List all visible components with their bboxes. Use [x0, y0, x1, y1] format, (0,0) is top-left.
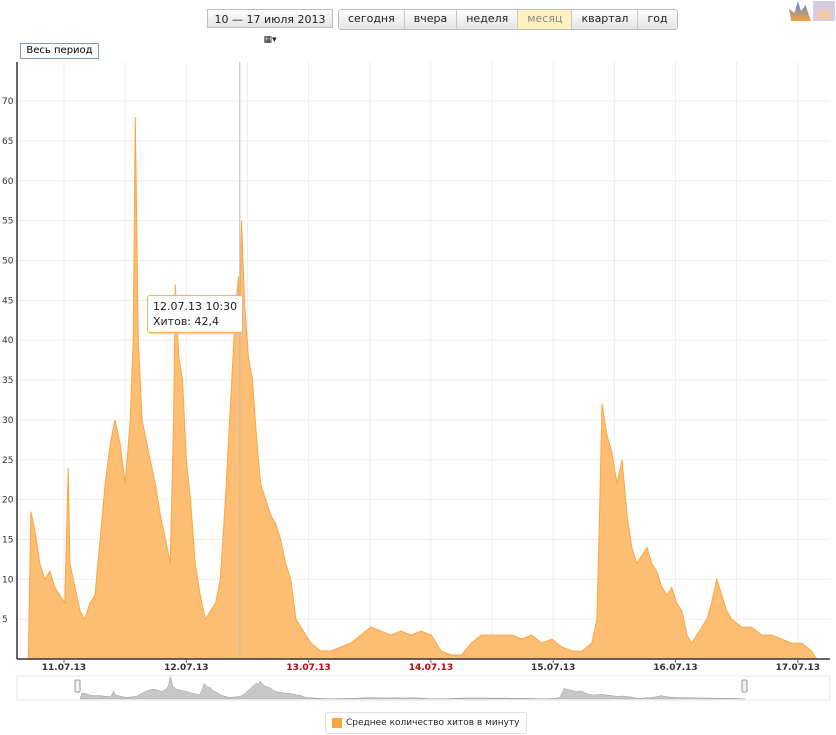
legend-swatch: [332, 718, 342, 728]
legend-item[interactable]: Среднее количество хитов в минуту: [325, 712, 527, 734]
period-button-4[interactable]: квартал: [572, 10, 639, 29]
y-tick-label: 10: [2, 575, 14, 585]
x-tick-label: 16.07.13: [653, 663, 697, 673]
legend-label: Среднее количество хитов в минуту: [346, 718, 520, 728]
y-tick-label: 35: [2, 376, 13, 386]
y-tick-label: 55: [2, 217, 13, 227]
y-tick-label: 70: [2, 97, 14, 107]
x-tick-label: 15.07.13: [531, 663, 575, 673]
y-tick-label: 20: [2, 496, 14, 506]
period-button-1[interactable]: вчера: [404, 10, 458, 29]
y-tick-label: 5: [2, 615, 8, 625]
y-tick-label: 15: [2, 535, 13, 545]
y-tick-label: 65: [2, 137, 13, 147]
y-tick-label: 50: [2, 257, 14, 267]
period-button-2[interactable]: неделя: [457, 10, 519, 29]
all-period-button[interactable]: Весь период: [20, 43, 99, 59]
period-button-5[interactable]: год: [638, 10, 677, 29]
x-tick-label: 17.07.13: [776, 663, 820, 673]
navigator-handle-right[interactable]: [741, 679, 748, 693]
navigator-handle-left[interactable]: [74, 679, 81, 693]
fire-outline-icon[interactable]: [813, 1, 835, 21]
y-tick-label: 30: [2, 416, 14, 426]
y-tick-label: 45: [2, 296, 13, 306]
navigator-series: [79, 676, 746, 700]
period-button-3[interactable]: месяц: [518, 10, 573, 29]
tooltip: 12.07.13 10:30 Хитов: 42,4: [147, 295, 244, 333]
x-tick-label: 12.07.13: [164, 663, 208, 673]
tooltip-date: 12.07.13 10:30: [153, 300, 238, 313]
period-selector: сегодня вчера неделя месяц квартал год: [338, 9, 678, 30]
calendar-icon: ▦▾: [263, 35, 277, 45]
x-tick-label: 11.07.13: [42, 663, 86, 673]
date-range-label: 10 — 17 июля 2013: [214, 13, 326, 26]
period-button-0[interactable]: сегодня: [339, 10, 405, 29]
y-tick-label: 25: [2, 456, 13, 466]
tooltip-value: Хитов: 42,4: [153, 315, 219, 328]
y-tick-label: 40: [2, 336, 14, 346]
x-tick-label: 13.07.13: [286, 663, 330, 673]
y-tick-label: 60: [2, 177, 14, 187]
x-tick-label: 14.07.13: [409, 663, 453, 673]
series-area: [27, 116, 818, 660]
date-range-picker[interactable]: 10 — 17 июля 2013 ▦▾: [207, 9, 333, 45]
